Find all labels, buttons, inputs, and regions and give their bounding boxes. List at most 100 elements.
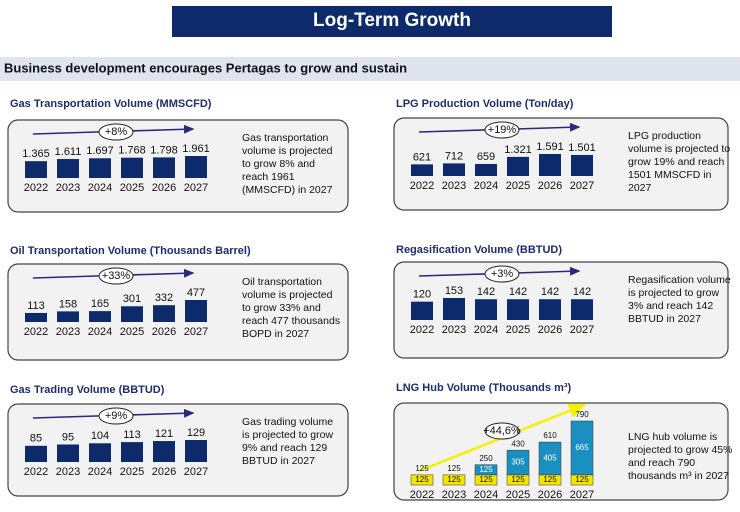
- segment-label: 125: [543, 475, 557, 484]
- x-tick-label: 2022: [410, 180, 434, 192]
- panel: [7, 403, 349, 497]
- value-label: 158: [59, 298, 77, 310]
- description: Regasification volume: [628, 274, 731, 286]
- x-tick-label: 2024: [88, 326, 112, 338]
- annotation-oval: [484, 121, 520, 139]
- x-tick-label: 2024: [88, 466, 112, 478]
- chart-title: Gas Transportation Volume (MMSCFD): [10, 98, 212, 110]
- value-label: 121: [155, 428, 173, 440]
- description: Oil transportation: [242, 276, 322, 288]
- panel: [7, 263, 349, 361]
- description: is projected to grow: [242, 429, 333, 441]
- bar: [411, 164, 433, 176]
- x-tick-label: 2022: [24, 326, 48, 338]
- chart-title: Oil Transportation Volume (Thousands Bar…: [10, 245, 251, 257]
- bar-segment: [410, 474, 434, 486]
- description: to grow 33% and: [242, 302, 321, 314]
- x-tick-label: 2026: [538, 180, 562, 192]
- bar: [121, 306, 143, 322]
- bar: [153, 441, 175, 462]
- x-tick-label: 2024: [474, 489, 498, 501]
- title-box: [172, 6, 612, 37]
- subtitle-bar: [0, 57, 740, 81]
- annotation: +3%: [491, 268, 514, 280]
- description: BBTUD in 2027: [242, 455, 315, 467]
- bar: [475, 163, 497, 176]
- x-tick-label: 2022: [410, 489, 434, 501]
- description: Gas trading volume: [242, 416, 333, 428]
- total-label: 790: [575, 410, 589, 419]
- x-tick-label: 2023: [56, 182, 80, 194]
- value-label: 1.321: [504, 144, 532, 156]
- total-label: 125: [415, 464, 429, 473]
- x-tick-label: 2025: [120, 466, 144, 478]
- x-tick-label: 2024: [474, 324, 498, 336]
- bar: [89, 311, 111, 322]
- description: 1501 MMSCFD in: [628, 169, 712, 181]
- value-label: 95: [62, 431, 74, 443]
- total-label: 250: [479, 454, 493, 463]
- value-label: 621: [413, 151, 431, 163]
- chart-title: Gas Trading Volume (BBTUD): [10, 384, 165, 396]
- description: 9% and reach 129: [242, 442, 327, 454]
- bar: [185, 440, 207, 462]
- bar-segment: [538, 441, 562, 476]
- bar-segment: [474, 464, 498, 476]
- description: 2027: [628, 182, 652, 194]
- value-label: 1.365: [22, 148, 50, 160]
- bar: [121, 442, 143, 462]
- bar: [185, 156, 207, 178]
- x-tick-label: 2023: [442, 324, 466, 336]
- segment-label: 665: [575, 443, 589, 452]
- bar: [443, 298, 465, 320]
- chart-title: LNG Hub Volume (Thousands m³): [396, 382, 572, 394]
- segment-label: 125: [479, 465, 493, 474]
- x-tick-label: 2022: [24, 182, 48, 194]
- annotation: +19%: [488, 124, 517, 136]
- annotation-oval: [484, 422, 520, 440]
- x-tick-label: 2023: [56, 326, 80, 338]
- x-tick-label: 2026: [152, 182, 176, 194]
- description: LNG hub volume is: [628, 431, 717, 443]
- bar: [89, 443, 111, 462]
- chart-title: LPG Production Volume (Ton/day): [396, 98, 574, 110]
- description: and reach 790: [628, 457, 695, 469]
- description: thousands m³ in 2027: [628, 470, 729, 482]
- value-label: 1.768: [118, 145, 146, 157]
- bar: [539, 299, 561, 320]
- chart-title: Regasification Volume (BBTUD): [396, 244, 562, 256]
- bar: [57, 444, 79, 462]
- x-tick-label: 2025: [506, 180, 530, 192]
- x-tick-label: 2027: [570, 180, 594, 192]
- x-tick-label: 2026: [152, 326, 176, 338]
- bar: [153, 305, 175, 322]
- bar: [153, 157, 175, 178]
- segment-label: 125: [447, 475, 461, 484]
- value-label: 129: [187, 427, 205, 439]
- description: reach 477 thousands: [242, 315, 340, 327]
- description: volume is projected to: [628, 143, 730, 155]
- total-label: 610: [543, 431, 557, 440]
- x-tick-label: 2027: [184, 326, 208, 338]
- description: Gas transportation: [242, 132, 329, 144]
- segment-label: 125: [575, 475, 589, 484]
- description: 3% and reach 142: [628, 300, 713, 312]
- description: LPG production: [628, 130, 701, 142]
- value-label: 85: [30, 433, 42, 445]
- segment-label: 125: [415, 475, 429, 484]
- segment-label: 405: [543, 454, 557, 463]
- value-label: 165: [91, 298, 109, 310]
- description: BBTUD in 2027: [628, 313, 701, 325]
- bar: [571, 299, 593, 320]
- x-tick-label: 2023: [442, 489, 466, 501]
- bar: [411, 301, 433, 320]
- value-label: 332: [155, 292, 173, 304]
- bar: [507, 156, 529, 176]
- description: volume is projected: [242, 289, 333, 301]
- annotation: +8%: [105, 126, 128, 138]
- bar: [571, 154, 593, 176]
- bar: [25, 312, 47, 322]
- bar-segment: [506, 449, 530, 476]
- x-tick-label: 2022: [410, 324, 434, 336]
